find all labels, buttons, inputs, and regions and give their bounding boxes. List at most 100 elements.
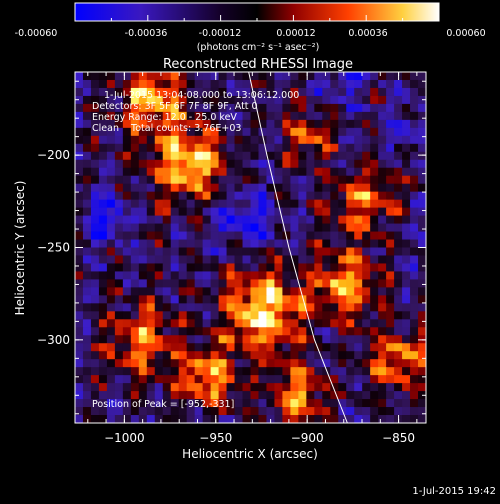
heatmap-cell [394,175,403,185]
heatmap-cell [162,159,172,169]
heatmap-cell [370,247,379,256]
heatmap-cell [98,127,108,137]
heatmap-cell [362,183,371,193]
heatmap-cell [82,143,92,153]
heatmap-cell [306,279,315,288]
heatmap-cell [314,72,323,81]
heatmap-cell [394,367,403,376]
heatmap-cell [338,151,347,161]
heatmap-cell [314,367,323,376]
heatmap-cell [298,183,307,193]
heatmap-cell [218,295,227,304]
heatmap-cell [186,95,196,105]
heatmap-cell [410,135,419,145]
heatmap-cell [234,287,243,296]
heatmap-cell [75,255,84,264]
heatmap-cell [178,287,188,296]
heatmap-cell [82,135,92,145]
heatmap-cell [146,375,156,384]
heatmap-cell [370,215,379,224]
heatmap-cell [130,239,140,248]
heatmap-cell [298,375,307,384]
heatmap-cell [386,415,395,423]
heatmap-cell [250,367,259,376]
heatmap-cell [114,167,124,177]
heatmap-cell [242,111,251,121]
heatmap-cell [362,87,371,97]
heatmap-cell [386,215,395,224]
heatmap-cell [282,383,291,392]
heatmap-cell [386,295,395,304]
heatmap-cell [258,271,267,280]
heatmap-cell [402,279,411,288]
heatmap-cell [402,375,411,384]
heatmap-cell [314,151,323,161]
heatmap-cell [170,247,180,256]
heatmap-cell [202,399,212,408]
heatmap-cell [82,159,92,169]
heatmap-cell [218,383,227,392]
heatmap-cell [386,127,395,137]
heatmap-cell [346,383,355,392]
heatmap-cell [170,407,180,416]
heatmap-cell [402,127,411,137]
heatmap-cell [234,127,243,137]
heatmap-cell [130,175,140,185]
heatmap-cell [130,351,140,360]
heatmap-cell [130,255,140,264]
heatmap-cell [314,183,323,193]
heatmap-cell [314,383,323,392]
heatmap-cell [202,255,212,264]
heatmap-cell [90,287,100,296]
heatmap-cell [218,127,227,137]
heatmap-cell [122,319,132,328]
heatmap-cell [75,399,84,408]
heatmap-cell [266,343,275,352]
heatmap-cell [138,311,148,320]
heatmap-cell [146,319,156,328]
x-tick-label: −850 [382,431,415,445]
heatmap-cell [234,191,243,201]
heatmap-cell [314,391,323,400]
heatmap-cell [162,119,172,129]
heatmap-cell [282,247,291,256]
heatmap-cell [362,391,371,400]
heatmap-cell [122,383,132,392]
heatmap-cell [114,151,124,161]
heatmap-cell [378,367,387,376]
heatmap-cell [418,399,426,408]
heatmap-cell [82,375,92,384]
heatmap-cell [370,319,379,328]
heatmap-cell [210,119,219,129]
heatmap-cell [282,127,291,137]
heatmap-cell [410,103,419,113]
heatmap-cell [82,335,92,344]
heatmap-cell [354,167,363,177]
heatmap-cell [202,191,212,201]
heatmap-cell [282,375,291,384]
heatmap-cell [250,343,259,352]
heatmap-cell [274,375,283,384]
heatmap-cell [210,247,219,256]
heatmap-cell [402,335,411,344]
heatmap-cell [154,335,164,344]
heatmap-cell [202,175,212,185]
heatmap-cell [338,391,347,400]
heatmap-cell [418,247,426,256]
heatmap-cell [106,135,116,145]
heatmap-cell [130,119,140,129]
heatmap-cell [330,319,339,328]
heatmap-cell [154,255,164,264]
heatmap-cell [314,231,323,240]
heatmap-cell [162,399,172,408]
heatmap-cell [266,375,275,384]
heatmap-cell [138,407,148,416]
heatmap-cell [218,183,227,193]
heatmap-cell [274,159,283,169]
heatmap-cell [354,175,363,185]
heatmap-cell [138,159,148,169]
heatmap-cell [258,343,267,352]
heatmap-cell [90,119,100,129]
heatmap-cell [282,303,291,312]
heatmap-cell [378,359,387,368]
